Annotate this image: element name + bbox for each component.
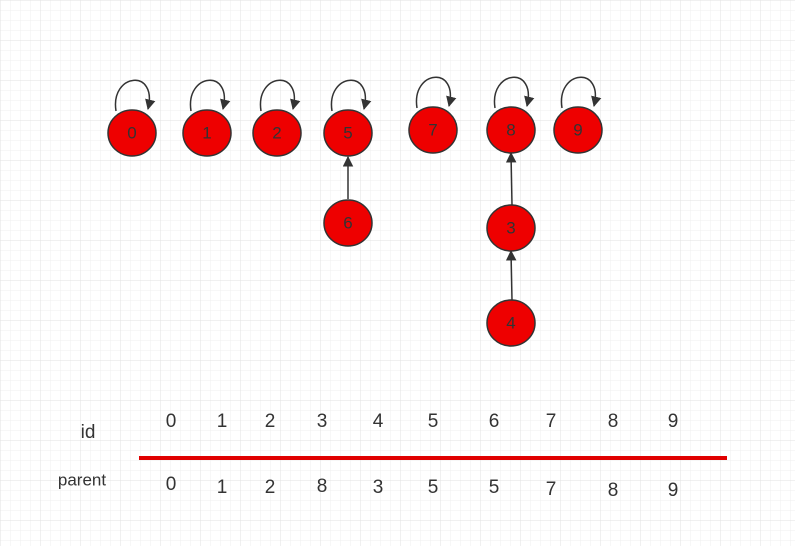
node: 5 [323, 79, 373, 157]
node-circle [408, 106, 458, 154]
node-label: 6 [343, 213, 352, 232]
node-label: 5 [343, 123, 352, 142]
self-loop [415, 76, 457, 109]
id-cell: 9 [668, 411, 679, 432]
id-cell: 3 [317, 411, 328, 432]
node-label: 2 [272, 123, 281, 142]
node-label: 3 [506, 218, 515, 237]
parent-cell: 8 [317, 476, 328, 497]
node: 6 [323, 199, 373, 247]
id-cell: 0 [166, 411, 177, 432]
node-circle [486, 299, 536, 347]
self-loop [189, 79, 231, 112]
node-label: 0 [127, 123, 136, 142]
node: 9 [553, 76, 603, 154]
self-loop [259, 79, 301, 112]
id-cell: 4 [373, 411, 384, 432]
id-cell: 8 [608, 411, 619, 432]
node-circle [323, 109, 373, 157]
node-circle [323, 199, 373, 247]
node: 7 [408, 76, 458, 154]
node-label: 4 [506, 313, 515, 332]
node-circle [182, 109, 232, 157]
id-cell: 6 [489, 411, 500, 432]
self-loop [493, 76, 535, 109]
parent-cell: 3 [373, 477, 384, 498]
node-circle [486, 204, 536, 252]
id-cell: 2 [265, 411, 276, 432]
row-label: parent [58, 470, 106, 489]
row-label: id [81, 422, 96, 443]
node-label: 8 [506, 120, 515, 139]
node: 2 [252, 79, 302, 157]
node: 1 [182, 79, 232, 157]
parent-cell: 7 [546, 479, 557, 500]
self-loop [560, 76, 602, 109]
parent-cell: 1 [217, 477, 228, 498]
node: 4 [486, 299, 536, 347]
parent-cell: 5 [428, 477, 439, 498]
node-label: 9 [573, 120, 582, 139]
parent-cell: 9 [668, 480, 679, 501]
nodes: 0 1 2 5 7 8 9 6 3 4 [107, 76, 603, 347]
node-label: 1 [202, 123, 211, 142]
self-loop [114, 79, 156, 112]
id-cell: 5 [428, 411, 439, 432]
parent-cell: 2 [265, 477, 276, 498]
edges [342, 151, 517, 301]
node-circle [553, 106, 603, 154]
node-circle [107, 109, 157, 157]
parent-cell: 5 [489, 477, 500, 498]
id-cell: 7 [546, 411, 557, 432]
edge [505, 249, 517, 301]
node-circle [252, 109, 302, 157]
table: id parent 0 1 2 3 4 5 6 7 8 9 0 1 2 8 3 5 5 7 8 9 [58, 411, 678, 501]
node: 3 [486, 204, 536, 252]
node-label: 7 [428, 120, 437, 139]
self-loop [330, 79, 372, 112]
node: 8 [486, 76, 536, 154]
edge [505, 151, 517, 206]
id-cell: 1 [217, 411, 228, 432]
parent-cell: 0 [166, 474, 177, 495]
parent-cell: 8 [608, 480, 619, 501]
node-circle [486, 106, 536, 154]
node: 0 [107, 79, 157, 157]
